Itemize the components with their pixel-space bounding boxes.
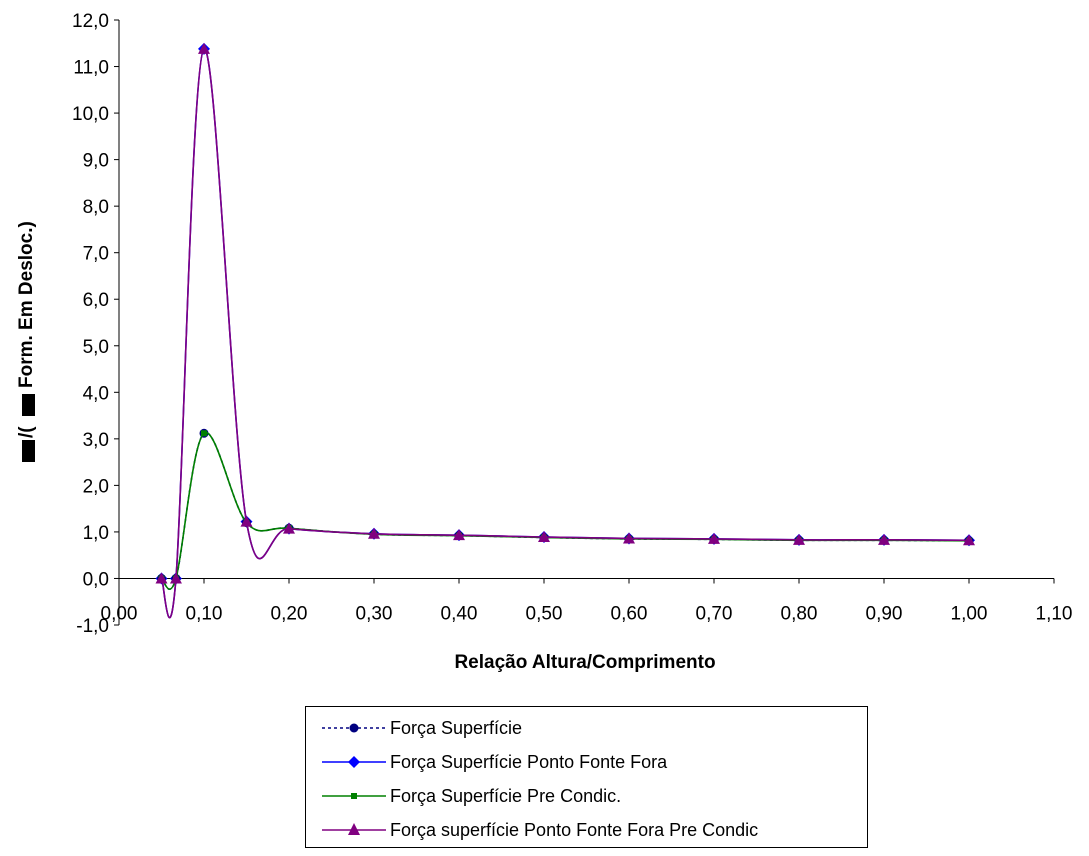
- x-tick-label: 0,50: [526, 603, 563, 624]
- y-tick-label: 0,0: [83, 569, 109, 590]
- legend-item-forca-superficie: Força Superfície: [320, 713, 522, 743]
- data-point: [453, 529, 465, 541]
- series-line: [160, 48, 970, 619]
- legend-swatch-dotted-circle: [322, 723, 386, 733]
- series-line: [160, 48, 970, 619]
- series-2: [155, 42, 975, 619]
- x-tick-label: 0,30: [356, 603, 393, 624]
- y-tick-label: 2,0: [83, 476, 109, 497]
- x-tick-label: 0,90: [866, 603, 903, 624]
- x-tick-label: 0,10: [186, 603, 223, 624]
- y-tick-label: 5,0: [83, 337, 109, 358]
- x-tick-label: 0,20: [271, 603, 308, 624]
- y-tick-label: 1,0: [83, 523, 109, 544]
- y-axis-ticks: [114, 19, 119, 626]
- data-point: [793, 533, 805, 545]
- y-tick-label: 12,0: [72, 11, 109, 32]
- series-layer: [155, 42, 975, 619]
- x-tick-label: 1,10: [1036, 603, 1073, 624]
- legend-item-pre-condic: Força Superfície Pre Condic.: [320, 781, 621, 811]
- series-4: [155, 42, 975, 619]
- y-axis-title: /( Form. Em Desloc.): [16, 221, 37, 462]
- legend-swatch-diamond: [322, 756, 386, 768]
- tick-labels: -1,0 0,0 1,0 2,0 3,0 4,0 5,0 6,0 7,0 8,0 9,0 10,0 11…: [72, 11, 1072, 637]
- y-axis-symbol-block-2: [22, 394, 35, 416]
- y-tick-label: 11,0: [73, 58, 109, 79]
- data-point: [538, 531, 550, 543]
- data-point: [201, 430, 207, 437]
- legend-label: Força Superfície: [390, 717, 523, 738]
- legend-swatch-square: [322, 793, 386, 799]
- data-point: [623, 532, 635, 544]
- y-tick-label: 3,0: [83, 430, 109, 451]
- legend-label: Força superfície Ponto Fonte Fora Pre Co…: [390, 819, 759, 840]
- series-line: [160, 432, 970, 590]
- data-point: [963, 534, 975, 546]
- y-axis-title-prefix: /(: [16, 426, 37, 438]
- y-tick-label: 7,0: [83, 244, 109, 265]
- y-tick-label: 9,0: [83, 151, 109, 172]
- series-1: [157, 428, 974, 590]
- x-tick-label: 0,80: [781, 603, 818, 624]
- line-chart: -1,0 0,0 1,0 2,0 3,0 4,0 5,0 6,0 7,0 8,0 9,0 10,0 11…: [16, 11, 1072, 673]
- data-point: [878, 533, 890, 545]
- data-point: [708, 532, 720, 544]
- data-point: [368, 527, 380, 539]
- series-3: [158, 430, 972, 590]
- y-tick-label: 10,0: [72, 104, 109, 125]
- y-tick-label: 6,0: [83, 290, 109, 311]
- y-tick-label: 8,0: [83, 197, 109, 218]
- x-tick-label: 0,40: [441, 603, 478, 624]
- legend-label: Força Superfície Pre Condic.: [390, 785, 622, 806]
- legend-item-ponto-fonte-fora: Força Superfície Ponto Fonte Fora: [320, 747, 667, 777]
- x-tick-label: 1,00: [951, 603, 988, 624]
- x-tick-label: 0,00: [101, 603, 138, 624]
- y-tick-label: 4,0: [83, 383, 109, 404]
- x-axis-title: Relação Altura/Comprimento: [454, 652, 715, 673]
- data-point: [198, 42, 210, 54]
- data-point: [283, 522, 295, 534]
- data-point: [169, 572, 182, 584]
- legend-item-ponto-fonte-fora-pre-condic: Força superfície Ponto Fonte Fora Pre Co…: [320, 815, 758, 845]
- data-point: [240, 515, 253, 527]
- x-tick-label: 0,60: [611, 603, 648, 624]
- x-axis-ticks: [118, 578, 1055, 584]
- legend-swatch-triangle: [322, 823, 386, 835]
- series-line: [160, 432, 970, 590]
- legend-label: Força Superfície Ponto Fonte Fora: [390, 751, 668, 772]
- legend: Força Superfície Força Superfície Ponto …: [305, 706, 868, 848]
- y-tick-label: -1,0: [76, 616, 109, 637]
- y-axis-symbol-block: [22, 440, 35, 462]
- x-tick-label: 0,70: [696, 603, 733, 624]
- y-axis-title-text: Form. Em Desloc.): [16, 221, 37, 388]
- data-point: [155, 572, 168, 584]
